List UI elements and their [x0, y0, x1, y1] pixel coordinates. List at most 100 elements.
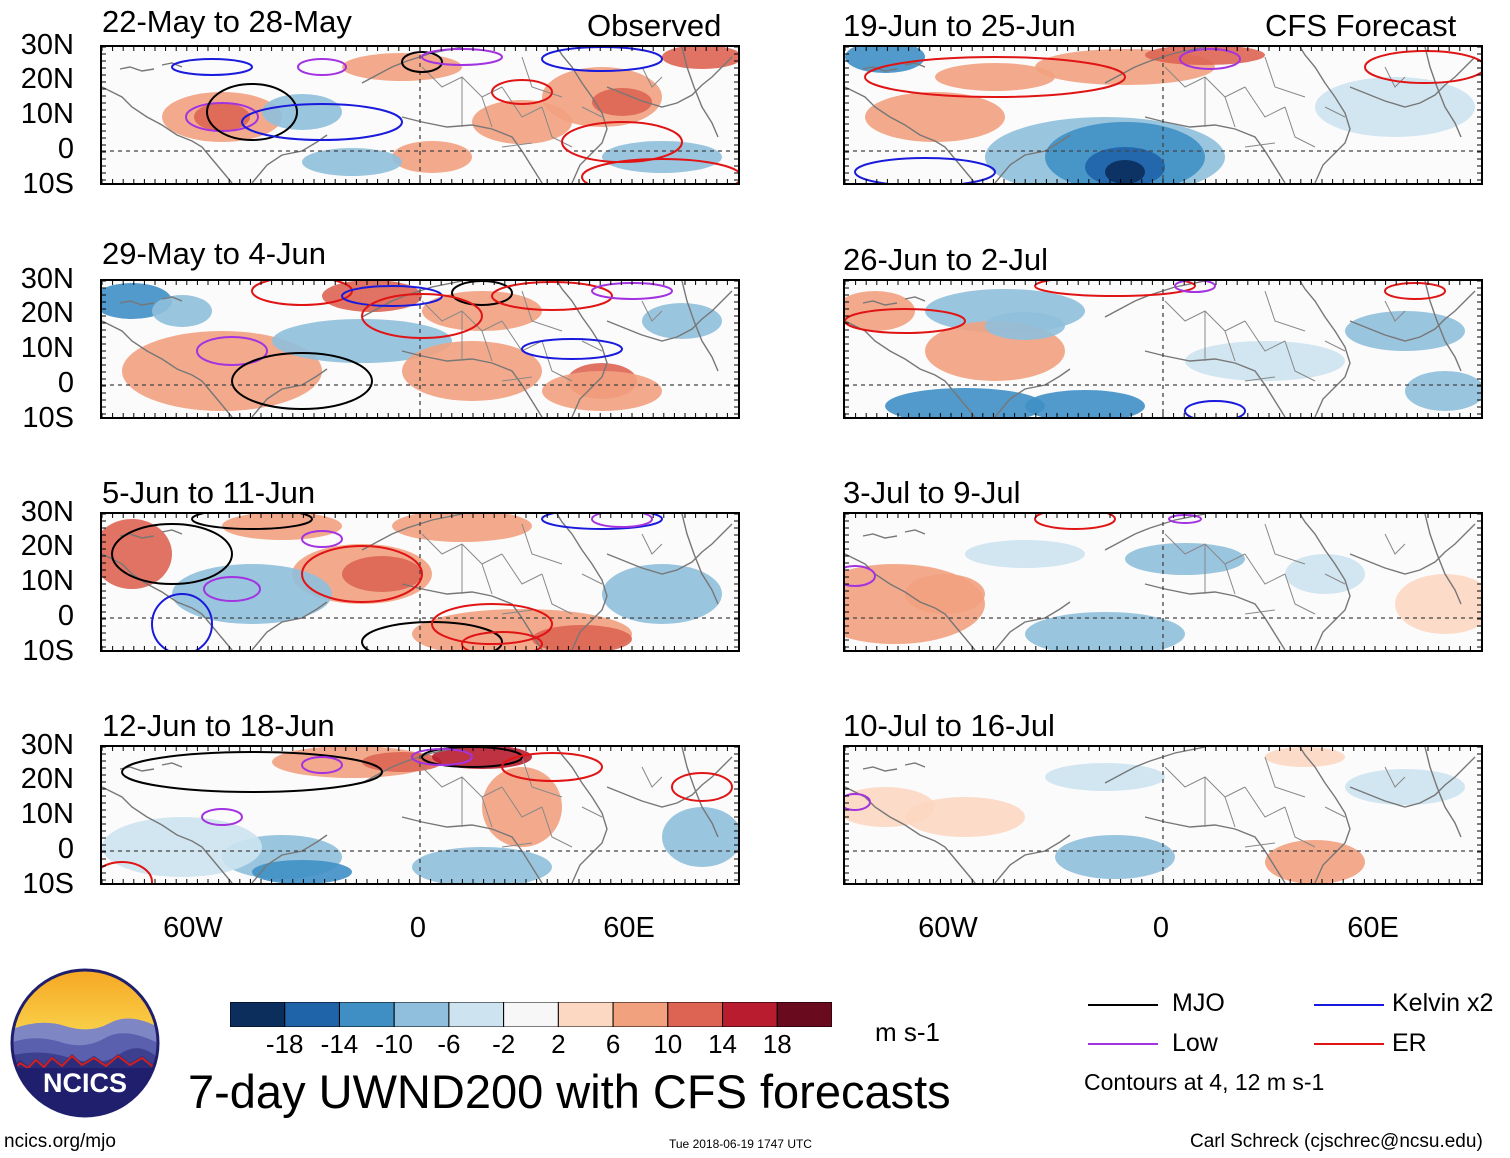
coastline — [401, 116, 543, 183]
coastline — [606, 290, 733, 342]
country-border — [1384, 766, 1406, 788]
contour-line — [297, 58, 347, 76]
wind-anomaly-region — [342, 556, 422, 592]
coastline — [1299, 514, 1351, 650]
coastline — [1104, 747, 1206, 784]
coastline — [102, 86, 233, 183]
panel-date-label: 19-Jun to 25-Jun — [843, 8, 1076, 43]
lat-label: 10S — [22, 402, 74, 434]
lat-label: 0 — [57, 367, 74, 399]
wind-anomaly-region — [322, 281, 422, 312]
wind-anomaly-region — [1055, 835, 1175, 879]
forecast-label: CFS Forecast — [1265, 8, 1457, 43]
coastline — [994, 368, 1071, 417]
contour-line — [102, 861, 153, 883]
coastline — [1349, 290, 1476, 342]
country-border — [521, 290, 563, 332]
colorbar-swatch — [557, 1001, 614, 1028]
coastline — [251, 368, 328, 417]
map-panel-observed-1 — [100, 45, 740, 185]
coastline — [361, 47, 463, 84]
country-border — [521, 756, 563, 798]
lat-label: 10S — [22, 868, 74, 900]
coastline — [361, 281, 463, 318]
footer-author: Carl Schreck (cjschrec@ncsu.edu) — [1190, 1131, 1483, 1152]
wind-anomaly-region — [1145, 47, 1265, 65]
country-border — [1244, 609, 1276, 615]
map-panel-forecast-3 — [843, 512, 1483, 652]
colorbar-swatch — [338, 1001, 395, 1028]
contour-line — [1034, 514, 1116, 530]
country-border — [641, 66, 663, 88]
coastline — [102, 553, 233, 650]
coastline — [904, 62, 926, 68]
coastline — [1424, 747, 1462, 838]
country-border — [1284, 106, 1316, 148]
contour-line — [521, 338, 623, 360]
country-border — [1384, 66, 1406, 88]
contour-line — [171, 58, 253, 76]
legend-note: Contours at 4, 12 m s-1 — [1084, 1069, 1325, 1095]
contour-line — [591, 282, 673, 300]
country-border — [641, 766, 663, 788]
lat-label: 10N — [20, 332, 74, 364]
coastline — [994, 601, 1071, 650]
coastline — [102, 786, 233, 883]
lat-label: 10S — [22, 168, 74, 200]
contour-line — [301, 545, 423, 603]
country-border — [1324, 806, 1346, 818]
coastline — [361, 514, 463, 551]
wind-anomaly-region — [905, 797, 1025, 837]
coastline — [119, 66, 155, 72]
contour-line — [301, 756, 343, 774]
figure-title: 7-day UWND200 with CFS forecasts — [188, 1065, 951, 1118]
wind-anomaly-region — [592, 88, 652, 116]
contour-line — [301, 530, 343, 548]
country-border — [1224, 563, 1236, 595]
legend-label-low: Low — [1172, 1029, 1218, 1057]
coastline — [845, 86, 976, 183]
wind-anomaly-region — [172, 564, 332, 624]
coastline — [119, 300, 155, 306]
wind-anomaly-region — [865, 92, 1005, 142]
country-border — [1284, 340, 1316, 382]
contour-line — [231, 352, 373, 410]
country-border — [581, 340, 603, 352]
contour-line — [1179, 48, 1241, 70]
country-border — [1244, 86, 1286, 118]
colorbar-swatch — [503, 1001, 559, 1028]
coastline — [994, 834, 1071, 883]
wind-anomaly-region — [935, 63, 1055, 91]
contour-line — [845, 308, 966, 334]
wind-anomaly-region — [845, 47, 925, 73]
colorbar-swatch — [612, 1001, 669, 1028]
coastline — [606, 56, 733, 108]
contour-line — [541, 514, 663, 530]
colorbar-tick-label: -10 — [375, 1029, 413, 1059]
country-border — [481, 796, 493, 828]
map-panel-forecast-4 — [843, 745, 1483, 885]
country-border — [1324, 340, 1346, 352]
coastline — [904, 296, 926, 302]
legend-label-kelvin: Kelvin x2 — [1392, 989, 1494, 1017]
contour-line — [203, 576, 261, 602]
wind-anomaly-region — [662, 807, 738, 867]
colorbar-tick-label: 14 — [708, 1029, 737, 1059]
colorbar-tick-label: -14 — [320, 1029, 359, 1059]
coastline — [1349, 523, 1476, 575]
coastline — [845, 786, 976, 883]
country-border — [1244, 553, 1286, 585]
coastline — [251, 601, 328, 650]
footer-url[interactable]: ncics.org/mjo — [4, 1131, 116, 1152]
colorbar — [229, 1001, 833, 1028]
coastline — [1349, 56, 1476, 108]
wind-anomaly-region — [412, 847, 552, 883]
footer-timestamp: Tue 2018-06-19 1747 UTC — [669, 1137, 812, 1151]
lat-label: 20N — [20, 530, 74, 562]
contour-line — [1184, 400, 1246, 417]
country-border — [1384, 300, 1406, 322]
colorbar-tick-label: 2 — [551, 1029, 566, 1059]
contour-line — [581, 158, 738, 183]
coastline — [161, 296, 183, 302]
legend-label-er: ER — [1392, 1029, 1427, 1057]
